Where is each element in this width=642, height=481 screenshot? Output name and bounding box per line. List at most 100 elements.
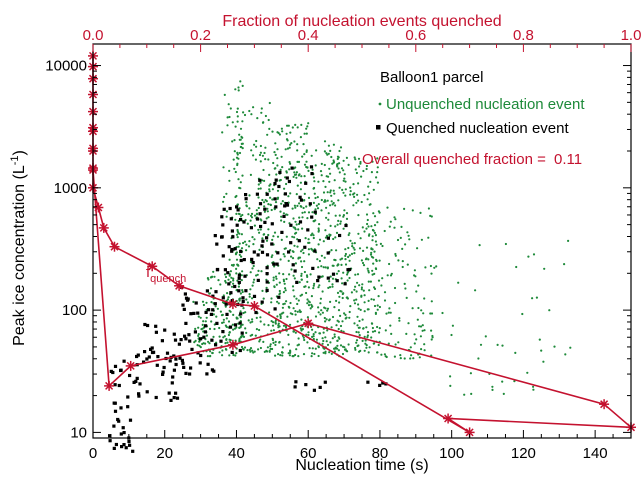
unquenched-point	[281, 166, 284, 169]
unquenched-point	[238, 151, 242, 155]
quenched-point	[282, 214, 286, 218]
unquenched-point	[305, 150, 308, 153]
unquenched-point	[291, 285, 295, 288]
unquenched-point	[368, 289, 371, 292]
unquenched-point	[265, 239, 269, 242]
unquenched-point	[329, 275, 332, 278]
quenched-point	[122, 431, 126, 435]
unquenched-point	[253, 278, 256, 281]
unquenched-point	[372, 298, 375, 301]
unquenched-point	[296, 302, 299, 306]
unquenched-point	[330, 249, 333, 252]
unquenched-point	[393, 226, 396, 229]
quenched-point	[108, 439, 112, 443]
unquenched-point	[353, 302, 357, 305]
unquenched-point	[312, 284, 315, 287]
unquenched-point	[348, 316, 351, 319]
unquenched-point	[342, 214, 345, 217]
unquenched-point	[307, 286, 310, 289]
unquenched-point	[328, 280, 331, 283]
quenched-point	[198, 361, 202, 365]
unquenched-point	[411, 209, 414, 212]
quenched-point	[304, 383, 308, 387]
unquenched-point	[293, 171, 296, 174]
unquenched-point	[334, 236, 337, 239]
unquenched-point	[295, 348, 298, 351]
quenched-point	[229, 291, 233, 295]
unquenched-point	[420, 309, 423, 312]
unquenched-point	[266, 346, 269, 349]
quenched-point	[210, 338, 214, 342]
unquenched-point	[377, 343, 380, 347]
quenched-point	[170, 381, 174, 385]
quenched-point	[290, 166, 294, 170]
unquenched-point	[276, 235, 280, 238]
unquenched-point	[333, 179, 336, 182]
quenched-point	[270, 242, 274, 246]
unquenched-point	[504, 242, 507, 246]
unquenched-point	[373, 286, 376, 289]
quenched-point	[154, 324, 158, 328]
quenched-point	[220, 235, 224, 239]
unquenched-point	[226, 124, 229, 127]
unquenched-point	[267, 233, 270, 237]
quenched-point	[214, 343, 218, 347]
unquenched-point	[362, 327, 365, 330]
unquenched-point	[312, 236, 315, 240]
unquenched-point	[401, 260, 404, 263]
unquenched-point	[260, 270, 263, 273]
quenched-point	[310, 215, 314, 219]
unquenched-point	[208, 292, 211, 295]
unquenched-point	[304, 285, 307, 288]
quenched-point	[122, 443, 126, 447]
unquenched-point	[423, 297, 426, 300]
quenched-point	[226, 271, 230, 275]
quenched-point	[181, 361, 185, 365]
unquenched-point	[340, 257, 344, 260]
fraction-curve-marker	[303, 318, 314, 329]
unquenched-point	[300, 274, 303, 277]
y-tick-label: 100	[62, 302, 87, 319]
unquenched-point	[303, 211, 306, 214]
unquenched-point	[319, 302, 322, 305]
unquenched-point	[353, 288, 356, 291]
unquenched-point	[285, 132, 288, 135]
quenched-point	[154, 395, 158, 400]
unquenched-point	[278, 179, 281, 182]
unquenched-point	[348, 276, 351, 280]
unquenched-point	[365, 167, 368, 171]
unquenched-point	[279, 168, 282, 171]
unquenched-point	[259, 316, 262, 319]
quenched-point	[114, 442, 118, 447]
unquenched-point	[253, 143, 256, 146]
unquenched-point	[283, 255, 286, 258]
unquenched-point	[320, 198, 323, 202]
unquenched-point	[394, 218, 397, 221]
unquenched-point	[288, 146, 291, 149]
unquenched-point	[318, 259, 321, 263]
quenched-point	[119, 368, 123, 372]
unquenched-point	[422, 312, 425, 315]
unquenched-point	[328, 286, 332, 289]
unquenched-point	[371, 330, 375, 333]
unquenched-point	[355, 330, 358, 334]
unquenched-point	[410, 354, 413, 357]
unquenched-point	[238, 133, 241, 136]
unquenched-point	[322, 266, 325, 269]
unquenched-point	[354, 348, 357, 351]
unquenched-point	[242, 241, 245, 245]
quenched-point	[224, 302, 228, 306]
unquenched-point	[350, 252, 354, 255]
unquenched-point	[325, 318, 328, 321]
quenched-point	[230, 350, 234, 354]
unquenched-point	[360, 175, 363, 178]
quenched-point	[249, 226, 253, 230]
unquenched-point	[290, 255, 293, 258]
unquenched-point	[294, 232, 297, 235]
quenched-point	[131, 449, 135, 453]
unquenched-point	[205, 316, 208, 319]
unquenched-point	[289, 192, 292, 195]
unquenched-point	[394, 252, 397, 256]
unquenched-point	[271, 188, 274, 191]
unquenched-point	[364, 342, 367, 345]
